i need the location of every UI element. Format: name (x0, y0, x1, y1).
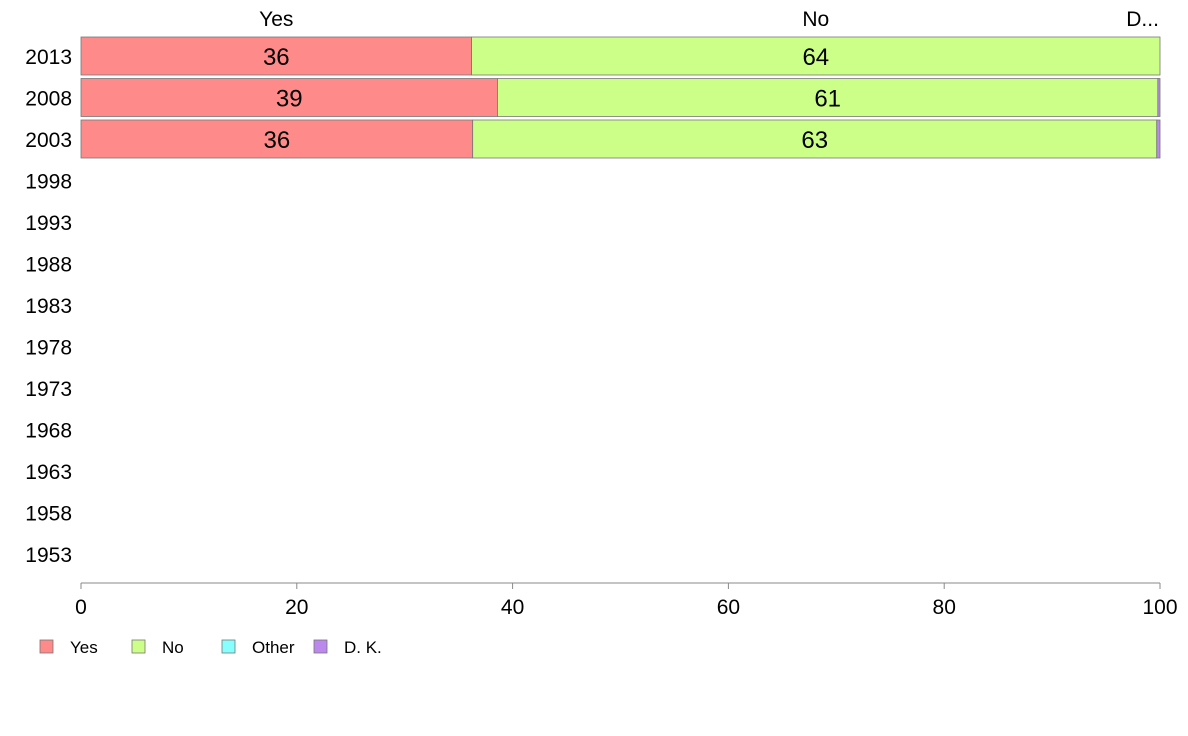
y-tick-label: 1953 (25, 544, 72, 567)
bar-data-label: 36 (263, 127, 290, 154)
bar-segment (80, 78, 498, 117)
bar-segment (471, 36, 1161, 76)
column-label: No (802, 8, 829, 31)
x-tick-label: 40 (501, 596, 524, 619)
column-labels: Yes No D... (259, 8, 1159, 31)
legend-swatch (313, 639, 328, 654)
y-tick-label: 2003 (25, 129, 72, 152)
x-tick-label: 80 (933, 596, 956, 619)
x-axis: 0 20 40 60 80 100 (75, 582, 1178, 619)
x-tick-label: 20 (285, 596, 308, 619)
x-tick-label: 60 (717, 596, 740, 619)
y-tick-label: 2008 (25, 88, 72, 111)
legend-label: No (162, 638, 184, 657)
legend-swatch (131, 639, 146, 654)
column-label: D... (1126, 8, 1159, 31)
bar-segment (472, 119, 1158, 159)
y-tick-label: 1968 (25, 420, 72, 443)
x-tick-label: 100 (1142, 596, 1177, 619)
legend-swatch (39, 639, 54, 654)
bar-segment (80, 36, 472, 76)
y-tick-label: 2013 (25, 46, 72, 69)
bars: 36 64 39 61 36 63 (80, 36, 1161, 159)
y-tick-label: 1988 (25, 254, 72, 277)
bar-data-label: 64 (802, 44, 829, 71)
y-tick-label: 1963 (25, 461, 72, 484)
y-tick-label: 1983 (25, 295, 72, 318)
y-tick-label: 1993 (25, 212, 72, 235)
legend-label: D. K. (344, 638, 382, 657)
bar-segment (80, 119, 474, 159)
legend-swatch (221, 639, 236, 654)
y-tick-label: 1978 (25, 337, 72, 360)
bar-data-label: 63 (801, 127, 828, 154)
legend: Yes No Other D. K. (39, 638, 382, 657)
column-label: Yes (259, 8, 293, 31)
legend-label: Other (252, 638, 295, 657)
bar-segment (1157, 78, 1161, 117)
y-tick-label: 1998 (25, 171, 72, 194)
bar-segment (1156, 119, 1161, 159)
y-axis-labels: 2013 2008 2003 1998 1993 1988 1983 1978 1973 1968… (25, 46, 72, 567)
y-tick-label: 1958 (25, 503, 72, 526)
bar-data-label: 61 (814, 86, 841, 113)
bar-segment (497, 78, 1159, 117)
bar-data-label: 36 (263, 44, 290, 71)
legend-label: Yes (70, 638, 98, 657)
bar-data-label: 39 (276, 86, 303, 113)
x-tick-label: 0 (75, 596, 87, 619)
y-tick-label: 1973 (25, 378, 72, 401)
